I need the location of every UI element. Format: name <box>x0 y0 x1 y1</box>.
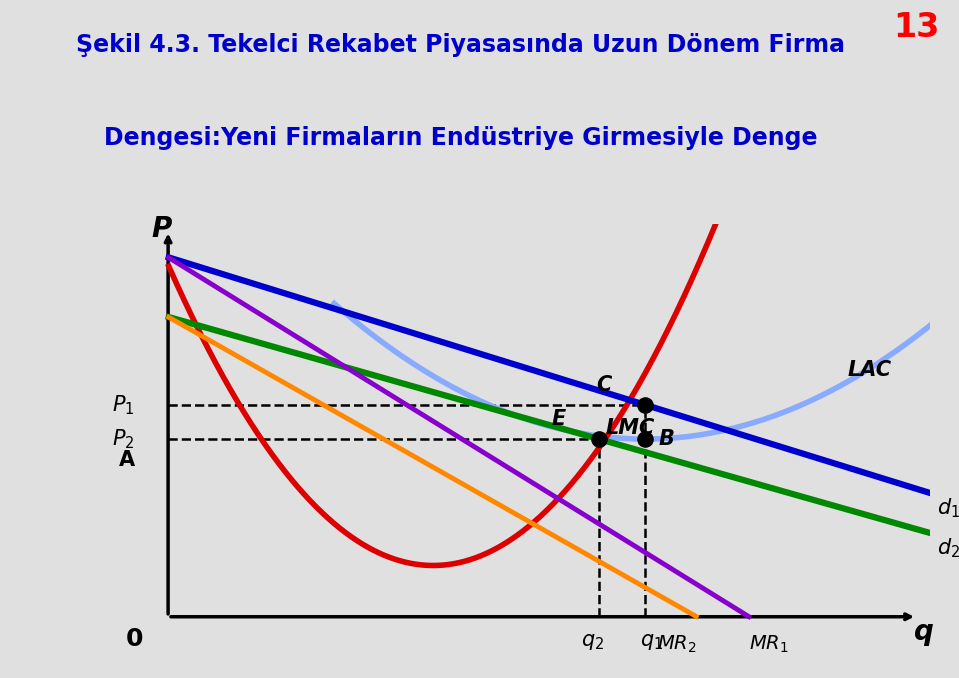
Text: B: B <box>659 429 674 449</box>
Text: $MR_1$: $MR_1$ <box>749 634 788 655</box>
Text: E: E <box>551 409 566 428</box>
Text: $q_1$: $q_1$ <box>641 632 664 652</box>
Text: C: C <box>596 375 612 395</box>
Text: A: A <box>119 450 135 470</box>
Text: LMC: LMC <box>605 418 655 438</box>
Text: 13: 13 <box>894 11 940 44</box>
Point <box>638 434 653 445</box>
Text: $P_1$: $P_1$ <box>112 393 135 417</box>
Text: 0: 0 <box>127 627 144 651</box>
Text: $MR_2$: $MR_2$ <box>657 634 696 655</box>
Text: $P_2$: $P_2$ <box>112 427 135 451</box>
Point <box>638 399 653 410</box>
Text: $q_2$: $q_2$ <box>581 632 604 652</box>
Text: q: q <box>914 618 933 646</box>
Text: $d_2$: $d_2$ <box>937 536 959 560</box>
Text: $d_1$: $d_1$ <box>937 496 959 520</box>
Text: P: P <box>152 215 172 243</box>
Point <box>591 434 606 445</box>
Text: Şekil 4.3. Tekelci Rekabet Piyasasında Uzun Dönem Firma: Şekil 4.3. Tekelci Rekabet Piyasasında U… <box>76 33 845 56</box>
Text: Dengesi:Yeni Firmaların Endüstriye Girmesiyle Denge: Dengesi:Yeni Firmaların Endüstriye Girme… <box>104 126 817 150</box>
Text: LAC: LAC <box>848 360 892 380</box>
